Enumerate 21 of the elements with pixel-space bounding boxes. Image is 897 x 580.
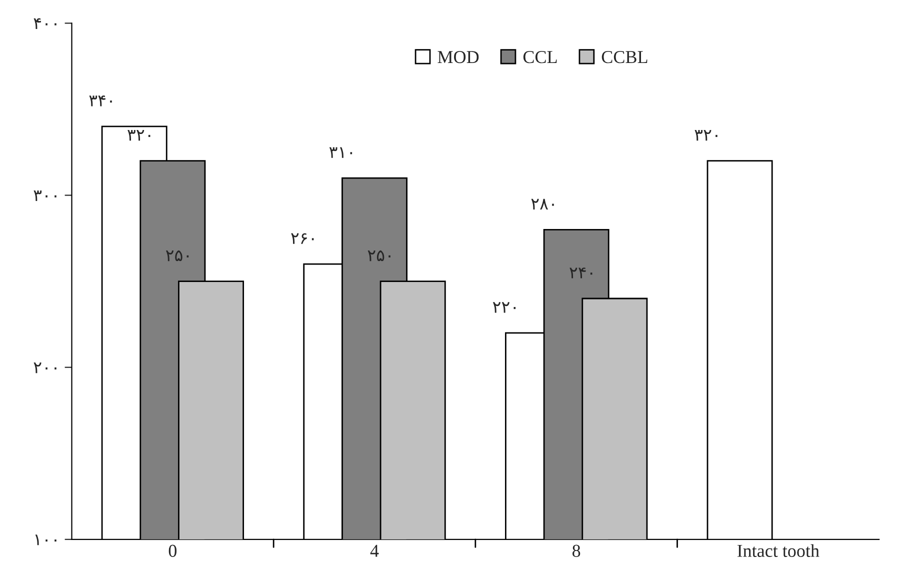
legend-label: CCL (523, 51, 557, 64)
data-label: ۲۶۰ (291, 233, 314, 244)
y-tick-label: ۲۰۰ (34, 362, 56, 374)
x-tick-label: 0 (168, 544, 176, 557)
y-tick-label: ۳۰۰ (34, 190, 56, 202)
y-tick-label: ۴۰۰ (34, 18, 56, 29)
data-label: ۳۱۰ (329, 147, 352, 158)
data-label: ۲۴۰ (570, 268, 592, 278)
data-label: ۲۵۰ (166, 250, 189, 262)
data-label: ۲۸۰ (531, 198, 554, 210)
data-label: ۳۲۰ (694, 130, 718, 141)
data-label: ۲۲۰ (492, 302, 516, 313)
legend-label: CCBL (602, 51, 648, 64)
data-label: ۳۴۰ (89, 96, 112, 106)
x-tick-label: Intact tooth (737, 544, 820, 557)
y-tick-label: ۱۰۰ (35, 534, 56, 546)
x-tick-label: 4 (370, 544, 379, 557)
x-tick-label: 8 (572, 544, 580, 557)
data-label: ۳۲۰ (128, 130, 150, 141)
data-label: ۲۵۰ (368, 250, 390, 262)
legend-label: MOD (438, 51, 479, 64)
